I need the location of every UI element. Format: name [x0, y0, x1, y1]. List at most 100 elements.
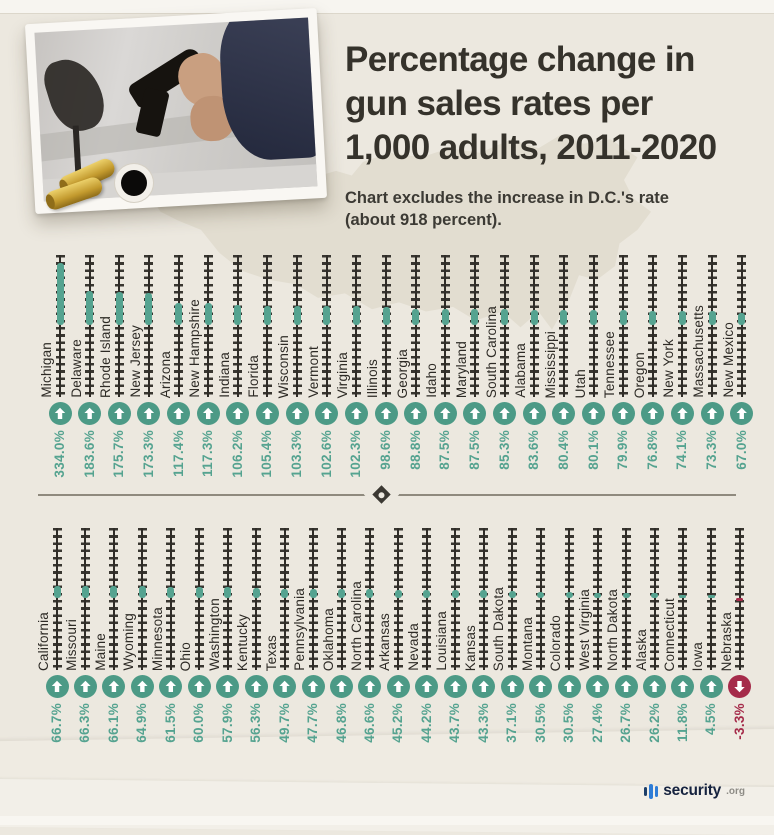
- trend-up-icon: [493, 402, 517, 425]
- bar-track: [650, 528, 660, 670]
- state-label: Missouri: [64, 619, 80, 671]
- bar-fill: [707, 595, 715, 598]
- bar-fill: [234, 305, 242, 325]
- value-label: 56.3%: [248, 703, 264, 743]
- state-column: New York 74.1%: [661, 255, 694, 485]
- value-label: 105.4%: [259, 430, 275, 478]
- value-label: 83.6%: [526, 430, 542, 470]
- bar-track: [322, 255, 332, 397]
- state-column: Minnesota 61.5%: [150, 528, 183, 754]
- state-column: Illinois 98.6%: [365, 255, 398, 485]
- state-label: Arkansas: [377, 613, 393, 671]
- state-column: Arkansas 45.2%: [377, 528, 410, 754]
- trend-up-icon: [557, 675, 581, 698]
- security-org-logo[interactable]: security .org: [643, 782, 745, 800]
- state-column: Missouri 66.3%: [64, 528, 97, 754]
- state-label: Utah: [572, 368, 588, 398]
- bar-fill: [501, 309, 509, 325]
- value-label: 106.2%: [229, 430, 245, 478]
- bar-fill: [471, 308, 479, 325]
- value-label: 26.2%: [646, 703, 662, 743]
- state-label: Texas: [263, 634, 279, 671]
- value-label: 43.7%: [447, 703, 463, 743]
- bar-track: [52, 528, 62, 670]
- state-label: South Carolina: [483, 305, 499, 398]
- bar-track: [109, 528, 119, 670]
- bar-track: [450, 528, 460, 670]
- value-label: 46.8%: [333, 703, 349, 743]
- state-column: New Mexico 67.0%: [721, 255, 754, 485]
- state-label: Alaska: [633, 629, 649, 671]
- bar-fill: [115, 292, 123, 325]
- value-label: 49.7%: [276, 703, 292, 743]
- state-column: North Dakota 26.7%: [605, 528, 638, 754]
- trend-up-icon: [102, 675, 126, 698]
- bar-track: [648, 255, 658, 397]
- state-label: Rhode Island: [98, 316, 114, 398]
- trend-up-icon: [415, 675, 439, 698]
- bar-fill: [412, 308, 420, 325]
- state-column: Tennessee 79.9%: [602, 255, 635, 485]
- trend-up-icon: [330, 675, 354, 698]
- bar-track: [737, 255, 747, 397]
- bar-fill: [281, 588, 289, 598]
- bar-track: [440, 255, 450, 397]
- state-column: Virginia 102.3%: [335, 255, 368, 485]
- state-label: Iowa: [690, 641, 706, 671]
- state-column: South Carolina 85.3%: [484, 255, 517, 485]
- bar-track: [536, 528, 546, 670]
- trend-up-icon: [643, 675, 667, 698]
- bar-track: [166, 528, 176, 670]
- bar-track: [203, 255, 213, 397]
- trend-up-icon: [529, 675, 553, 698]
- bar-track: [621, 528, 631, 670]
- bar-track: [381, 255, 391, 397]
- bar-track: [85, 255, 95, 397]
- value-label: 47.7%: [305, 703, 321, 743]
- state-label: Vermont: [305, 346, 321, 398]
- trend-up-icon: [315, 402, 339, 425]
- value-label: 57.9%: [219, 703, 235, 743]
- state-label: Louisiana: [434, 611, 450, 671]
- bottom-chart-row: California 66.7% Missouri 66.3% Maine 66.1% Wy…: [36, 528, 752, 754]
- state-column: Rhode Island 175.7%: [98, 255, 131, 485]
- state-label: New Jersey: [127, 325, 143, 398]
- trend-up-icon: [73, 675, 97, 698]
- bar-fill: [738, 312, 746, 325]
- state-label: Delaware: [68, 339, 84, 398]
- bar-fill: [175, 303, 183, 325]
- trend-up-icon: [167, 402, 191, 425]
- bar-fill: [167, 586, 175, 598]
- state-label: Georgia: [394, 348, 410, 398]
- bar-fill: [110, 585, 118, 598]
- bar-track: [251, 528, 261, 670]
- value-label: 11.8%: [674, 703, 690, 743]
- value-label: 46.6%: [361, 703, 377, 743]
- bar-fill: [537, 592, 545, 598]
- bar-fill: [382, 306, 390, 325]
- state-label: Indiana: [216, 352, 232, 398]
- bar-track: [351, 255, 361, 397]
- trend-up-icon: [159, 675, 183, 698]
- state-label: Wisconsin: [276, 334, 292, 398]
- state-label: Illinois: [365, 358, 381, 398]
- state-column: Oregon 76.8%: [632, 255, 665, 485]
- state-column: Utah 80.1%: [573, 255, 606, 485]
- state-column: Pennsylvania 47.7%: [292, 528, 325, 754]
- brand-suffix: .org: [726, 785, 745, 797]
- state-column: Maryland 87.5%: [454, 255, 487, 485]
- state-column: Nevada 44.2%: [406, 528, 439, 754]
- state-column: Iowa 4.5%: [690, 528, 723, 754]
- state-label: New Hampshire: [187, 299, 203, 398]
- trend-up-icon: [255, 402, 279, 425]
- bar-track: [194, 528, 204, 670]
- value-label: 60.0%: [191, 703, 207, 743]
- state-column: Louisiana 43.7%: [434, 528, 467, 754]
- state-label: Idaho: [424, 363, 440, 398]
- value-label: 87.5%: [466, 430, 482, 470]
- trend-up-icon: [130, 675, 154, 698]
- bar-fill: [423, 589, 431, 598]
- value-label: 61.5%: [162, 703, 178, 743]
- bar-track: [280, 528, 290, 670]
- state-label: Nebraska: [718, 611, 734, 671]
